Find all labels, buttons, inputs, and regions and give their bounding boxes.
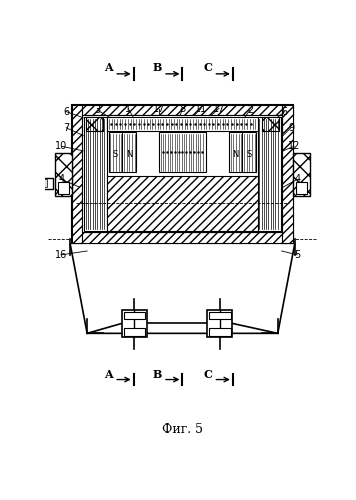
Bar <box>229 132 256 172</box>
Text: 4: 4 <box>58 174 64 184</box>
Text: S: S <box>246 150 252 159</box>
Bar <box>293 153 310 196</box>
Bar <box>36 178 53 188</box>
Bar <box>258 117 281 231</box>
Text: N: N <box>126 150 132 159</box>
Text: 4: 4 <box>294 174 300 184</box>
Bar <box>107 117 258 131</box>
Bar <box>72 104 293 244</box>
Bar <box>54 153 72 196</box>
Text: C: C <box>203 368 212 380</box>
Bar <box>84 117 107 231</box>
Bar <box>124 328 145 336</box>
Bar <box>122 310 147 337</box>
Bar <box>159 132 206 172</box>
Text: A: A <box>104 368 113 380</box>
Bar <box>124 312 145 320</box>
Text: 7: 7 <box>63 123 69 133</box>
Text: 6: 6 <box>63 106 69 117</box>
Bar <box>282 104 293 244</box>
Text: 9: 9 <box>288 123 294 133</box>
Bar <box>58 182 68 194</box>
Bar <box>262 117 279 131</box>
Bar <box>209 312 230 320</box>
Text: 3: 3 <box>94 105 100 115</box>
Text: 1: 1 <box>125 104 131 114</box>
Text: N: N <box>232 150 238 159</box>
Text: C: C <box>203 62 212 73</box>
Bar <box>37 180 47 187</box>
Bar <box>85 117 103 131</box>
Bar <box>83 116 282 232</box>
Bar <box>72 232 293 243</box>
Text: Фиг. 5: Фиг. 5 <box>162 423 203 436</box>
Text: 10: 10 <box>56 141 68 151</box>
Text: A: A <box>104 62 113 73</box>
Bar <box>109 132 136 172</box>
Text: B: B <box>152 368 162 380</box>
Text: B: B <box>152 62 162 73</box>
Text: 11: 11 <box>195 104 207 114</box>
Text: 12: 12 <box>288 141 300 151</box>
Bar <box>72 104 293 116</box>
Text: 2: 2 <box>247 105 253 115</box>
Bar <box>72 104 83 244</box>
Text: 6: 6 <box>282 106 288 117</box>
Text: 17: 17 <box>153 104 166 114</box>
Bar <box>207 310 232 337</box>
Text: 5: 5 <box>294 250 300 260</box>
Text: 16: 16 <box>56 250 68 260</box>
Text: 8: 8 <box>179 104 185 114</box>
Bar <box>209 328 230 336</box>
Bar <box>297 182 307 194</box>
Bar <box>107 176 258 231</box>
Text: S: S <box>112 150 117 159</box>
Text: 17: 17 <box>213 104 225 114</box>
